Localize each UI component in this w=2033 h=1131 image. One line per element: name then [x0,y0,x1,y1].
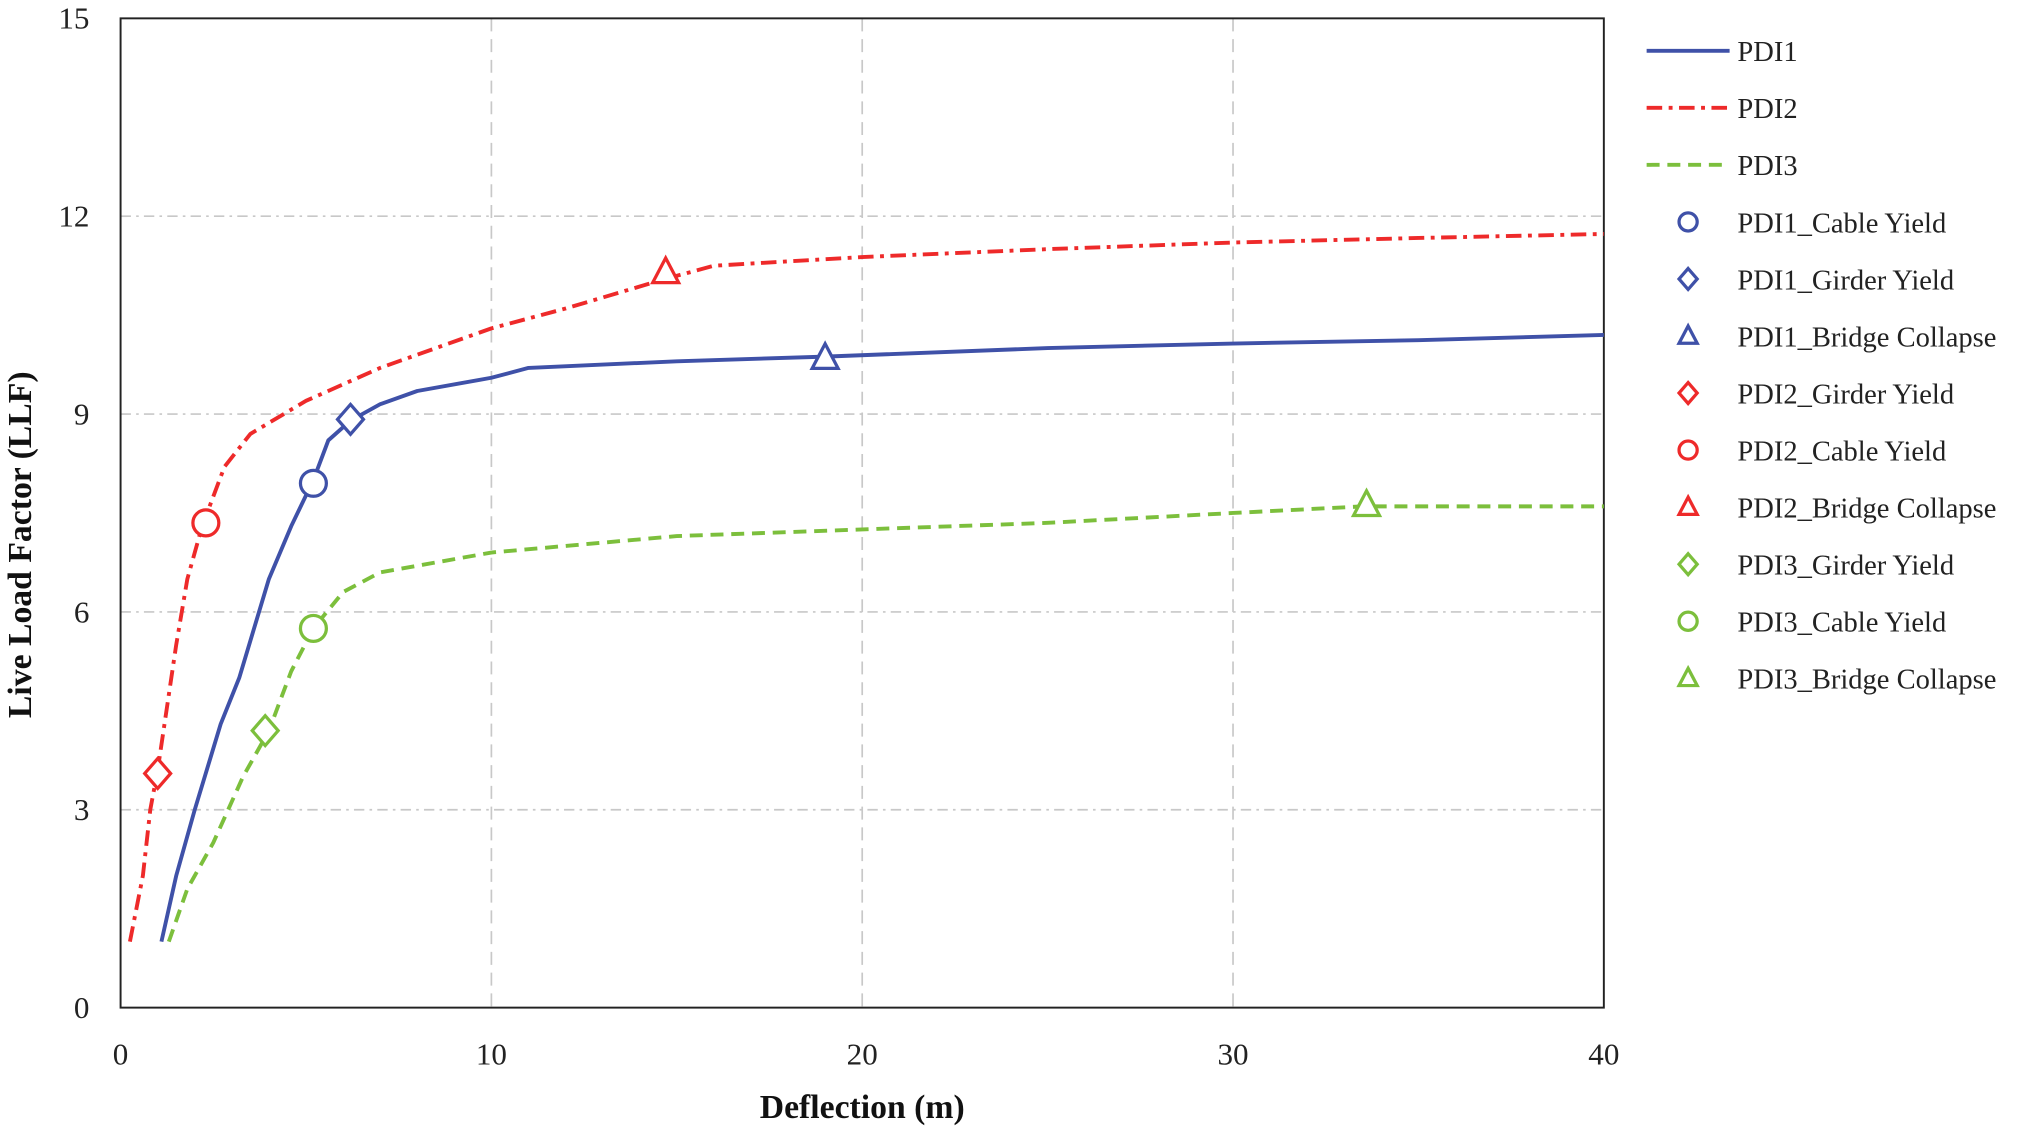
legend-diamond-icon [1676,551,1700,578]
legend-label: PDI2_Bridge Collapse [1737,494,1996,525]
marker-pdi2-bridge-collapse [650,254,682,285]
legend-label: PDI1_Girder Yield [1737,265,1954,296]
marker-pdi1-cable-yield [298,468,328,498]
x-tick-label: 30 [1217,1037,1248,1072]
marker-pdi3-girder-yield [250,713,281,749]
tick-labels: 0 10 20 30 40 0 3 6 9 12 15 [58,1,1619,1072]
x-tick-label: 0 [113,1037,129,1072]
y-tick-label: 3 [74,792,90,827]
plot-frame [119,17,1605,1009]
grid [120,18,1604,1008]
legend-label: PDI1_Cable Yield [1737,208,1946,239]
x-tick-label: 40 [1588,1037,1619,1072]
marker-pdi2-girder-yield [142,756,173,791]
y-tick-label: 12 [58,199,89,234]
series-lines [128,232,1604,943]
y-tick-label: 6 [74,594,90,629]
x-axis-label: Deflection (m) [760,1089,965,1126]
event-markers [142,254,1383,791]
legend-label: PDI2 [1737,94,1797,125]
marker-pdi2-cable-yield [191,508,221,538]
legend: PDI1 PDI2 PDI3 PDI1_Cable Yield PDI1_Girder … [1646,37,1996,696]
x-tick-label: 20 [847,1037,878,1072]
legend-label: PDI1_Bridge Collapse [1737,322,1996,353]
legend-label: PDI2_Cable Yield [1737,436,1946,467]
legend-label: PDI1 [1737,37,1797,68]
legend-diamond-icon [1676,266,1700,292]
y-tick-label: 15 [58,1,89,36]
x-tick-label: 10 [476,1037,507,1072]
legend-circle-icon [1677,211,1699,233]
series-line-pdi2 [128,232,1604,943]
legend-label: PDI2_Girder Yield [1737,379,1954,410]
marker-pdi3-bridge-collapse [1350,487,1383,518]
legend-circle-icon [1677,439,1699,461]
legend-triangle-icon [1676,664,1700,688]
legend-circle-icon [1677,610,1699,632]
series-line-pdi1 [159,333,1604,943]
y-tick-label: 9 [74,396,90,431]
legend-diamond-icon [1676,380,1700,406]
legend-label: PDI3_Bridge Collapse [1737,665,1996,696]
legend-triangle-icon [1676,322,1700,345]
marker-pdi1-bridge-collapse [809,340,841,370]
y-tick-label: 0 [74,990,90,1025]
legend-label: PDI3_Cable Yield [1737,608,1946,639]
legend-triangle-icon [1676,493,1700,517]
marker-pdi1-girder-yield [335,401,366,437]
legend-label: PDI3_Girder Yield [1737,551,1954,582]
marker-pdi3-cable-yield [298,613,328,643]
series-line-pdi3 [166,504,1604,943]
y-axis-label: Live Load Factor (LLF) [2,371,39,718]
legend-label: PDI3 [1737,151,1797,182]
